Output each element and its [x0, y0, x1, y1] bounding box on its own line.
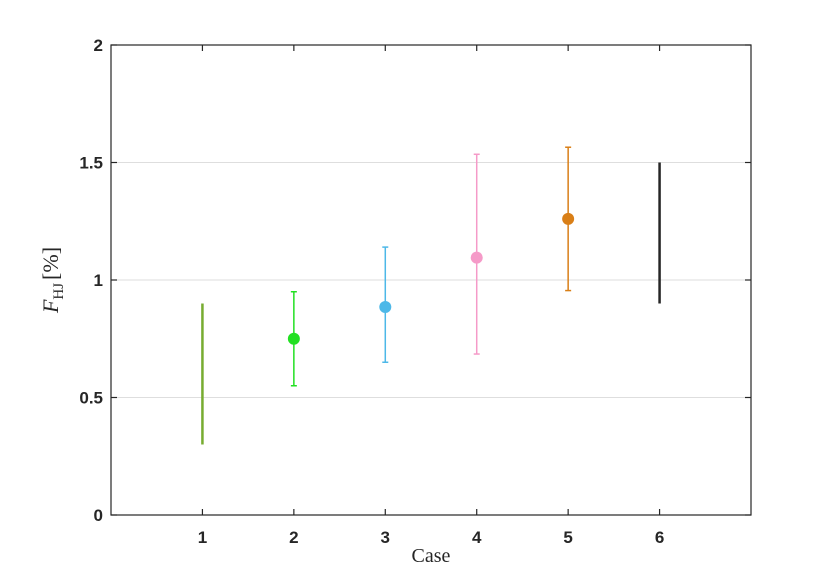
y-tick-label: 1.5: [79, 154, 103, 173]
y-axis-label-unit: [%]: [38, 247, 63, 280]
x-tick-label: 5: [563, 528, 572, 547]
grid-lines: [111, 162, 751, 398]
error-bar-marker: [562, 212, 575, 225]
error-bar-case-3: [379, 246, 392, 363]
error-bar-case-2: [287, 291, 300, 387]
error-bar-marker: [470, 251, 483, 264]
x-axis-label: Case: [412, 545, 451, 567]
error-bar-case-5: [562, 146, 575, 292]
x-tick-label: 1: [198, 528, 207, 547]
y-tick-label: 1: [94, 271, 103, 290]
y-tick-label: 0: [94, 506, 103, 525]
x-tick-label: 4: [472, 528, 482, 547]
y-axis-label-symbol: F: [38, 299, 63, 314]
tick-labels: 0 0.5 1 1.5 2 1 2 3 4 5 6: [79, 36, 664, 547]
x-tick-label: 6: [655, 528, 664, 547]
y-tick-label: 0.5: [79, 389, 103, 408]
y-tick-label: 2: [94, 36, 103, 55]
error-bars: [201, 146, 661, 445]
error-bar-case-4: [470, 153, 483, 355]
x-tick-label: 3: [381, 528, 390, 547]
axes: [110, 44, 752, 516]
y-axis-label-subscript: HJ: [51, 283, 67, 300]
error-bar-marker: [287, 332, 300, 345]
x-tick-label: 2: [289, 528, 298, 547]
y-axis-label: FHJ [%]: [38, 247, 67, 314]
error-bar-marker: [379, 301, 392, 314]
